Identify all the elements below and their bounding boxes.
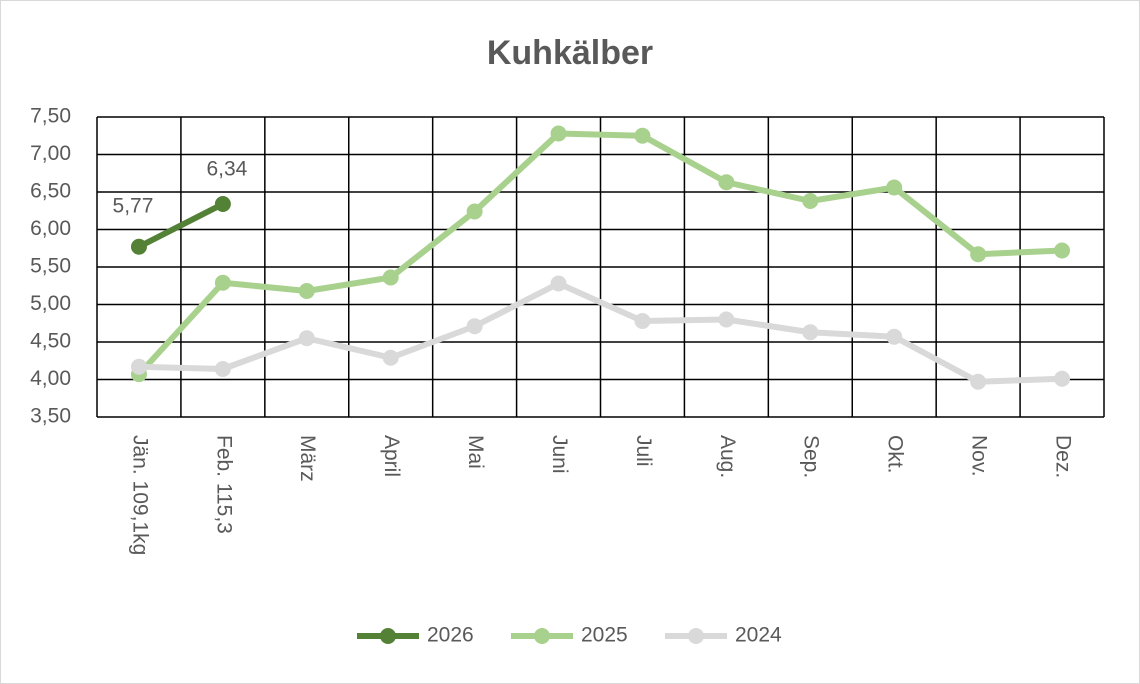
data-point <box>214 196 231 212</box>
data-point <box>298 330 315 347</box>
x-tick-label: Okt. <box>884 435 907 474</box>
data-point <box>214 361 231 377</box>
data-point <box>382 349 399 366</box>
data-point <box>298 283 315 299</box>
data-point <box>382 269 399 286</box>
data-point <box>718 311 735 328</box>
x-tick-label: Jän. 109,1kg <box>128 435 151 555</box>
data-point <box>550 125 567 142</box>
data-point <box>1054 370 1071 387</box>
x-tick-label: Juni <box>548 435 571 474</box>
x-tick-label: Mai <box>464 435 487 469</box>
legend-label: 2024 <box>735 624 782 647</box>
data-point <box>802 324 819 341</box>
y-tick-label: 3,50 <box>30 405 71 428</box>
data-point <box>1054 242 1071 259</box>
x-tick-label: Feb. 115,3 <box>212 435 235 534</box>
legend-marker <box>534 628 550 644</box>
x-tick-label: April <box>380 435 403 477</box>
x-tick-label: Juli <box>632 435 655 467</box>
y-tick-label: 7,50 <box>30 105 71 128</box>
x-tick-label: März <box>296 435 319 482</box>
series-line <box>136 130 1063 377</box>
data-point <box>886 179 903 196</box>
data-point <box>634 313 651 329</box>
data-point <box>214 274 231 291</box>
data-point <box>466 203 483 220</box>
data-point <box>130 358 147 375</box>
legend-label: 2025 <box>581 624 628 647</box>
data-label: 5,77 <box>113 194 154 217</box>
series-line <box>138 280 1063 385</box>
y-tick-label: 5,50 <box>30 255 71 278</box>
data-point <box>718 174 735 191</box>
x-tick-label: Dez. <box>1051 435 1074 478</box>
data-point <box>130 238 147 255</box>
chart-title: Kuhkälber <box>487 34 653 72</box>
data-point <box>634 127 651 144</box>
data-point <box>970 246 987 263</box>
series-line <box>137 201 225 250</box>
y-tick-label: 6,00 <box>30 217 71 240</box>
data-point <box>802 193 819 209</box>
data-point <box>886 328 903 345</box>
data-point <box>970 373 987 390</box>
y-tick-label: 6,50 <box>30 180 71 203</box>
x-tick-label: Aug. <box>716 435 739 478</box>
y-tick-label: 4,00 <box>30 367 71 390</box>
x-tick-label: Sep. <box>800 435 823 478</box>
legend-marker <box>380 628 396 644</box>
data-point <box>466 318 483 335</box>
x-tick-label: Nov. <box>968 435 991 477</box>
data-label: 6,34 <box>206 158 247 181</box>
data-point <box>550 275 567 292</box>
y-tick-label: 7,00 <box>30 142 71 165</box>
legend-label: 2026 <box>427 624 474 647</box>
y-tick-label: 4,50 <box>30 330 71 353</box>
legend-marker <box>688 628 704 644</box>
y-tick-label: 5,00 <box>30 292 71 315</box>
